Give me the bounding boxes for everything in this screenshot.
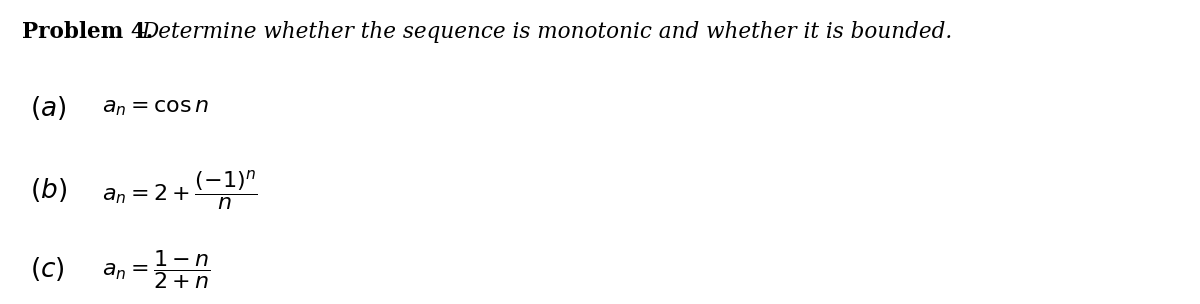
Text: $\mathbf{\mathit{(c)}}$: $\mathbf{\mathit{(c)}}$ [30,255,65,283]
Text: Determine whether the sequence is monotonic and whether it is bounded.: Determine whether the sequence is monoto… [142,21,953,43]
Text: $a_n = 2 + \dfrac{(-1)^n}{n}$: $a_n = 2 + \dfrac{(-1)^n}{n}$ [102,168,258,212]
Text: $a_n = \dfrac{1-n}{2+n}$: $a_n = \dfrac{1-n}{2+n}$ [102,247,211,291]
Text: $\mathbf{\mathit{(b)}}$: $\mathbf{\mathit{(b)}}$ [30,176,67,204]
Text: $\mathbf{\mathit{(a)}}$: $\mathbf{\mathit{(a)}}$ [30,94,66,122]
Text: Problem 4.: Problem 4. [22,21,152,43]
Text: $a_n = \cos n$: $a_n = \cos n$ [102,98,209,118]
